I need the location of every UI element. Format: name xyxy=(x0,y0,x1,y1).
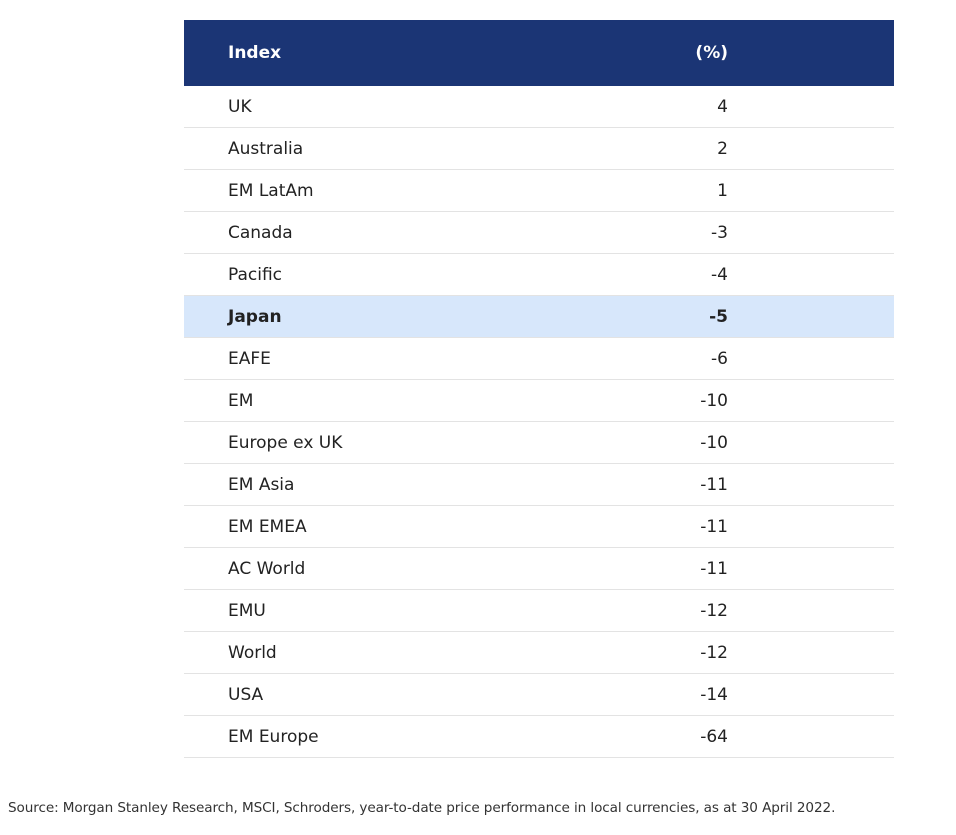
table-row: EM EMEA -11 xyxy=(184,506,894,548)
index-name-cell: Canada xyxy=(228,222,293,243)
index-name-cell: Japan xyxy=(228,306,282,327)
table-row: EM LatAm 1 xyxy=(184,170,894,212)
performance-table: Index (%) UK 4 Australia 2 EM LatAm 1 Canada -3… xyxy=(184,20,894,758)
table-body: UK 4 Australia 2 EM LatAm 1 Canada -3 Pacific -4 J… xyxy=(184,86,894,758)
percent-value-cell: -5 xyxy=(709,306,728,327)
table-row: AC World -11 xyxy=(184,548,894,590)
percent-value-cell: -10 xyxy=(700,432,728,453)
percent-value-cell: 1 xyxy=(717,180,728,201)
index-name-cell: Europe ex UK xyxy=(228,432,343,453)
table-row: EMU -12 xyxy=(184,590,894,632)
percent-value-cell: 2 xyxy=(717,138,728,159)
index-name-cell: USA xyxy=(228,684,264,705)
index-name-cell: EM Europe xyxy=(228,726,319,747)
percent-value-cell: -12 xyxy=(700,600,728,621)
percent-value-cell: -11 xyxy=(700,516,728,537)
table-row: Australia 2 xyxy=(184,128,894,170)
index-name-cell: Pacific xyxy=(228,264,283,285)
index-name-cell: AC World xyxy=(228,558,306,579)
percent-value-cell: -4 xyxy=(711,264,728,285)
index-name-cell: UK xyxy=(228,96,252,117)
percent-value-cell: -14 xyxy=(700,684,728,705)
index-name-cell: EM EMEA xyxy=(228,516,307,537)
percent-value-cell: -3 xyxy=(711,222,728,243)
index-name-cell: EM xyxy=(228,390,254,411)
table-row: Canada -3 xyxy=(184,212,894,254)
index-name-cell: EAFE xyxy=(228,348,271,369)
table-row: EM Europe -64 xyxy=(184,716,894,758)
table-row: Pacific -4 xyxy=(184,254,894,296)
table-header: Index (%) xyxy=(184,20,894,86)
table-row: EM -10 xyxy=(184,380,894,422)
index-name-cell: Australia xyxy=(228,138,304,159)
table-row-highlighted: Japan -5 xyxy=(184,296,894,338)
column-header-index: Index xyxy=(228,43,282,63)
percent-value-cell: -10 xyxy=(700,390,728,411)
table-row: UK 4 xyxy=(184,86,894,128)
table-row: EM Asia -11 xyxy=(184,464,894,506)
percent-value-cell: 4 xyxy=(717,96,728,117)
index-name-cell: EMU xyxy=(228,600,266,621)
percent-value-cell: -11 xyxy=(700,474,728,495)
percent-value-cell: -11 xyxy=(700,558,728,579)
percent-value-cell: -64 xyxy=(700,726,728,747)
table-row: World -12 xyxy=(184,632,894,674)
index-name-cell: EM Asia xyxy=(228,474,295,495)
source-note: Source: Morgan Stanley Research, MSCI, S… xyxy=(8,800,836,816)
table-row: Europe ex UK -10 xyxy=(184,422,894,464)
table-row: EAFE -6 xyxy=(184,338,894,380)
percent-value-cell: -6 xyxy=(711,348,728,369)
table-row: USA -14 xyxy=(184,674,894,716)
index-name-cell: EM LatAm xyxy=(228,180,314,201)
column-header-percent: (%) xyxy=(695,43,728,63)
index-name-cell: World xyxy=(228,642,277,663)
percent-value-cell: -12 xyxy=(700,642,728,663)
